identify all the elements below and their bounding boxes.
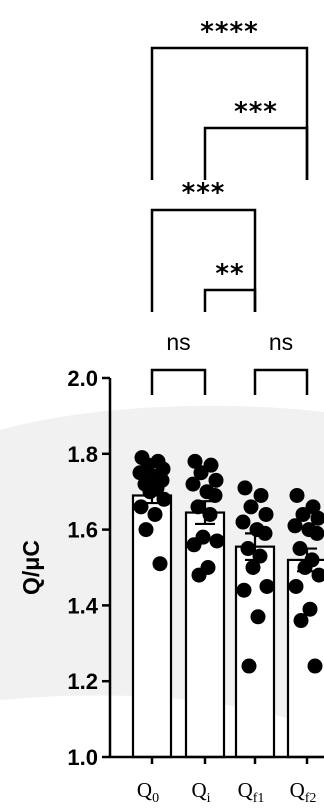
significance-label: ** [215, 259, 244, 289]
y-tick-label: 1.2 [67, 669, 98, 694]
y-tick-label: 1.8 [67, 442, 98, 467]
significance-label: *** [234, 97, 278, 127]
x-tick-label: Qi [191, 778, 210, 806]
data-point [250, 609, 266, 625]
y-tick-label: 1.4 [67, 593, 98, 618]
significance-bracket [253, 368, 309, 395]
data-point [295, 506, 311, 522]
data-point [288, 578, 304, 594]
significance-label: ns [269, 329, 293, 355]
significance-label: *** [182, 178, 226, 208]
data-point [258, 506, 274, 522]
data-point [132, 465, 148, 481]
data-point [191, 567, 207, 583]
data-point [207, 487, 223, 503]
bar [131, 494, 173, 759]
significance-bracket [150, 208, 257, 312]
data-point [243, 499, 259, 515]
significance-bracket [150, 46, 309, 180]
x-tick-label: Qf2 [290, 778, 317, 806]
data-point [186, 537, 202, 553]
data-point [235, 514, 251, 530]
y-tick-label: 2.0 [67, 366, 98, 391]
data-point [202, 506, 218, 522]
data-point [293, 613, 309, 629]
data-point [237, 480, 253, 496]
y-axis-title: Q/μC [18, 540, 44, 595]
y-tick-label: 1.6 [67, 518, 98, 543]
x-tick-label: Q0 [137, 778, 159, 806]
significance-bracket [150, 368, 207, 395]
significance-bracket [203, 288, 257, 312]
y-tick-label: 1.0 [67, 745, 98, 770]
data-point [241, 658, 257, 674]
data-point [156, 491, 172, 507]
data-point [297, 560, 313, 575]
data-point [289, 487, 305, 503]
x-tick-label: Qf1 [238, 778, 265, 806]
data-point [253, 487, 269, 503]
data-point [287, 518, 303, 534]
data-point [309, 525, 324, 541]
significance-bracket [203, 126, 309, 180]
data-point [259, 578, 275, 594]
data-point [240, 541, 256, 557]
data-point [142, 484, 158, 500]
significance-label: ns [166, 329, 190, 355]
data-point [138, 522, 154, 538]
data-point [302, 601, 318, 617]
data-point [245, 560, 261, 575]
significance-label: **** [200, 17, 258, 47]
data-point [307, 658, 323, 674]
data-point [310, 510, 324, 526]
bar [234, 545, 276, 759]
data-point [133, 499, 149, 515]
data-point [187, 453, 203, 469]
data-point [208, 472, 224, 488]
data-point [190, 499, 206, 515]
data-point [185, 476, 201, 492]
data-point [209, 533, 225, 549]
data-point [236, 582, 252, 598]
data-point [147, 506, 163, 522]
data-point [193, 465, 209, 481]
data-point [152, 556, 168, 572]
